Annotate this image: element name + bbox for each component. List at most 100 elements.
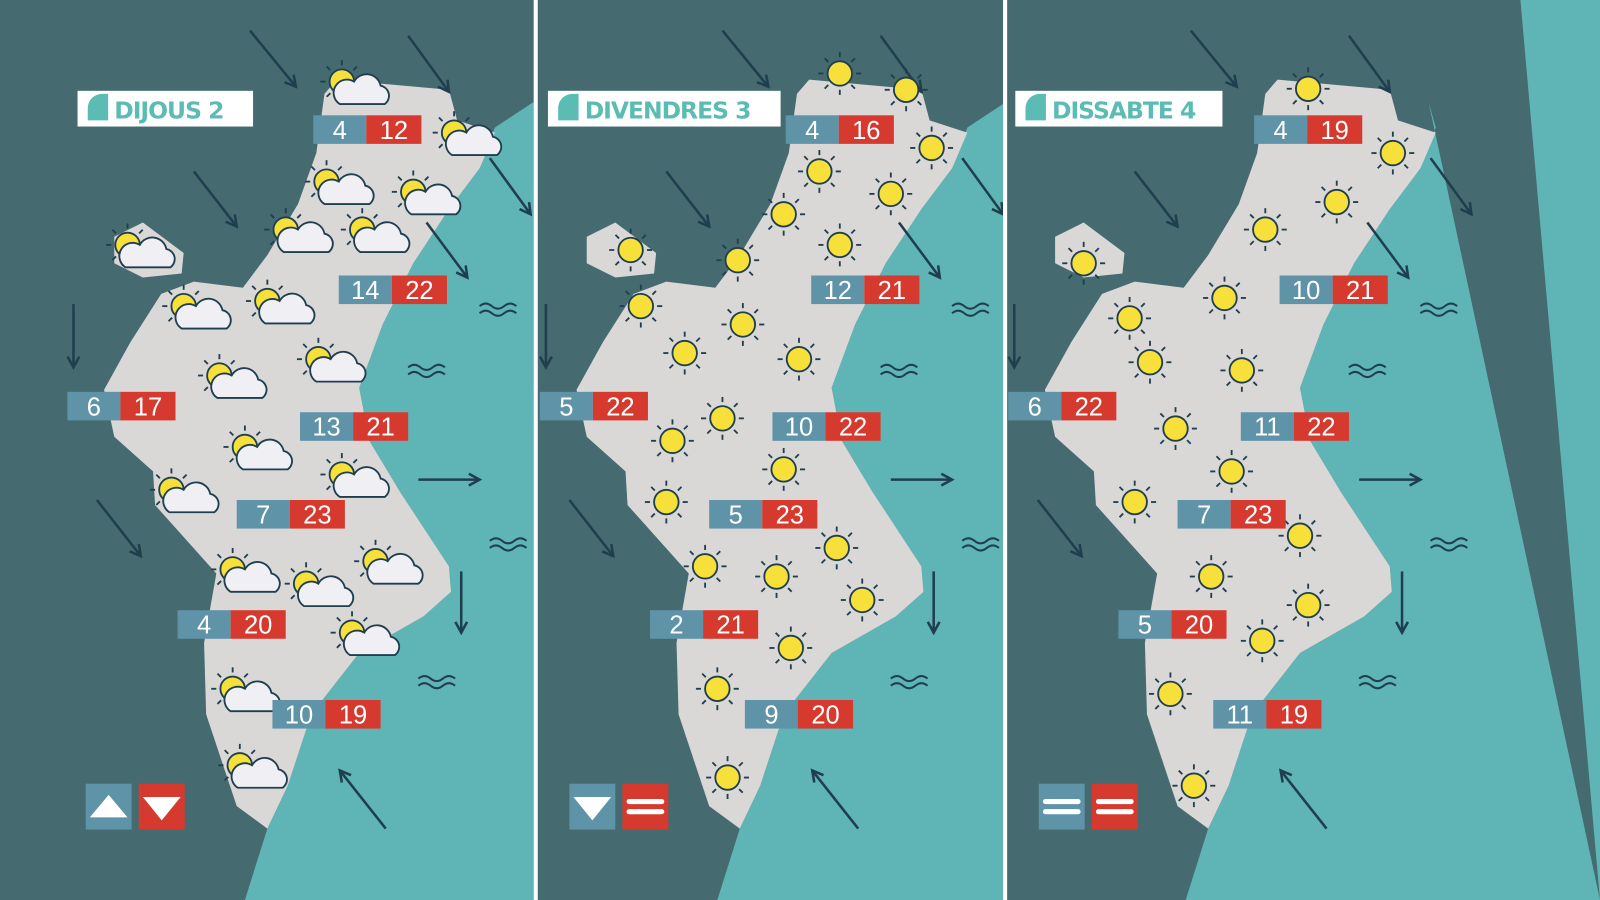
min-temperature: 13 — [312, 414, 340, 442]
sun-cloud-icon — [223, 425, 293, 471]
sun-icon — [1371, 131, 1415, 175]
wind-arrow-icon — [568, 499, 615, 559]
wind-arrow-icon — [454, 571, 469, 636]
min-temperature: 10 — [285, 701, 313, 729]
max-temperature: 23 — [1244, 501, 1272, 529]
min-temperature: 14 — [351, 277, 379, 305]
sun-icon — [1203, 276, 1246, 320]
min-temperature: 10 — [1292, 277, 1320, 305]
sun-icon — [651, 419, 694, 463]
sun-icon — [777, 337, 821, 381]
waves-icon — [417, 675, 456, 690]
waves-icon — [407, 363, 446, 379]
wind-arrow-icon — [1395, 571, 1410, 636]
sun-icon — [910, 126, 954, 170]
max-temperature: 19 — [1321, 117, 1349, 145]
max-temperature: 23 — [303, 501, 331, 529]
sun-cloud-icon — [320, 60, 390, 106]
sun-icon — [755, 555, 798, 598]
min-temperature: 10 — [785, 414, 813, 442]
min-temperature: 4 — [333, 117, 347, 145]
sea — [244, 102, 534, 900]
max-temperature: 20 — [1185, 612, 1213, 640]
wind-arrow-icon — [665, 170, 711, 229]
temperature-box: 10 19 — [272, 700, 381, 729]
min-temperature: 9 — [764, 701, 778, 729]
sun-icon — [644, 480, 688, 524]
sun-icon — [1286, 583, 1330, 627]
sun-cloud-icon — [284, 562, 355, 608]
sun-cloud-icon — [106, 223, 176, 269]
waves-icon — [478, 302, 517, 317]
sun-cloud-icon — [340, 208, 411, 253]
wind-arrow-icon — [1347, 34, 1392, 94]
min-temperature: 6 — [87, 393, 101, 421]
sun-icon — [840, 578, 884, 622]
min-temperature: 5 — [1138, 612, 1152, 640]
day-label-text: DIJOUS 2 — [114, 96, 223, 124]
sun-cloud-icon — [162, 284, 232, 330]
wind-arrow-icon — [1366, 221, 1410, 280]
sun-cloud-icon — [354, 539, 424, 585]
panel-divider — [1003, 0, 1008, 900]
wind-arrow-icon — [1278, 768, 1328, 830]
sun-cloud-icon — [211, 667, 281, 713]
sun-icon — [1172, 764, 1216, 808]
sun-cloud-icon — [330, 611, 401, 657]
wind-arrow-icon — [95, 499, 143, 559]
min-temperature: 5 — [559, 393, 573, 421]
sun-icon — [762, 447, 806, 491]
temperature-box: 9 20 — [744, 700, 854, 729]
sun-icon — [1154, 407, 1197, 450]
max-trend-equal-icon — [622, 783, 669, 830]
sun-icon — [769, 626, 813, 670]
sun-icon — [1220, 348, 1264, 392]
temperature-box: 14 22 — [338, 275, 447, 305]
max-trend-equal-icon — [1091, 783, 1138, 830]
min-temperature: 7 — [256, 501, 270, 529]
temperature-box: 4 19 — [1254, 115, 1363, 145]
waves-icon — [489, 537, 528, 552]
temperature-box: 5 23 — [709, 500, 818, 529]
temperature-box: 4 16 — [785, 115, 894, 145]
sun-icon — [1243, 208, 1287, 252]
min-temperature: 4 — [805, 117, 819, 145]
wind-arrow-icon — [1189, 29, 1239, 89]
min-temperature: 6 — [1028, 393, 1042, 421]
max-temperature: 23 — [776, 501, 804, 529]
sun-cloud-icon — [245, 279, 316, 325]
min-temperature: 5 — [729, 501, 743, 529]
panel-divider — [533, 0, 538, 900]
sun-icon — [1128, 340, 1172, 384]
wind-arrow-icon — [1007, 304, 1022, 371]
max-temperature: 22 — [405, 277, 433, 305]
sun-icon — [683, 544, 727, 588]
wind-arrow-icon — [961, 157, 1004, 216]
sun-icon — [1210, 450, 1254, 493]
sun-cloud-icon — [197, 354, 268, 399]
wind-arrow-icon — [721, 29, 771, 89]
sun-icon — [797, 150, 841, 193]
day-label: DISSABTE 4 — [1015, 90, 1223, 127]
max-temperature: 22 — [1307, 414, 1335, 442]
temperature-box: 10 21 — [1279, 275, 1388, 305]
day-panel: DIVENDRES 3 4 16 12 21 5 22 10 22 5 23 2 21 9 20 — [537, 0, 1004, 900]
temperature-box: 13 21 — [300, 412, 409, 442]
wind-arrow-icon — [66, 304, 81, 371]
temperature-box: 12 21 — [811, 275, 920, 305]
waves-icon — [951, 302, 990, 317]
sun-icon — [701, 396, 744, 440]
max-temperature: 19 — [1280, 701, 1308, 729]
waves-icon — [1419, 302, 1458, 317]
waves-icon — [1348, 363, 1387, 379]
wind-arrow-icon — [249, 29, 298, 89]
sun-icon — [1189, 555, 1233, 598]
waves-icon — [961, 537, 1000, 552]
region-land — [104, 79, 495, 829]
sun-icon — [1240, 619, 1284, 663]
sun-cloud-icon — [150, 468, 220, 514]
sun-icon — [818, 223, 862, 267]
wind-arrow-icon — [890, 472, 955, 487]
wind-arrow-icon — [1133, 170, 1180, 229]
temperature-box: 10 22 — [772, 412, 881, 442]
